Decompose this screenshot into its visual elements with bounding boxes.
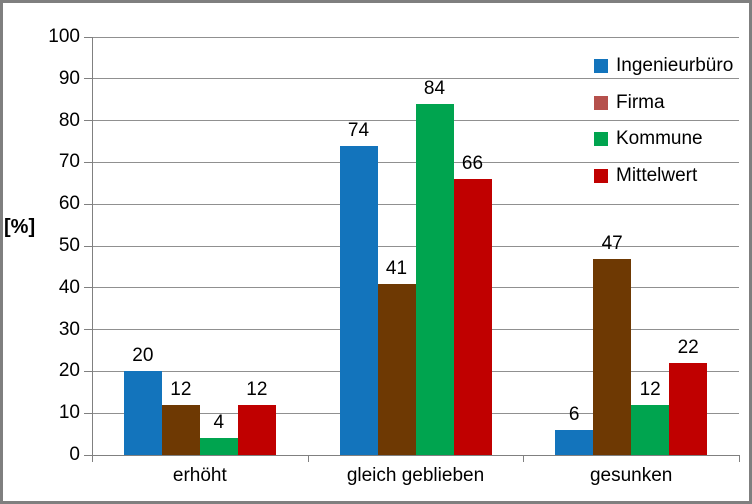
bar-value-label: 66 (461, 153, 484, 175)
bar-mittelwert-gesunken (669, 363, 708, 455)
bar-firma-gesunken (593, 258, 632, 455)
y-axis-tick (84, 245, 92, 247)
bar-value-label: 12 (639, 378, 661, 400)
bar-ingenieurbüro-erhöht (123, 371, 162, 455)
y-tick-label: 50 (58, 235, 80, 256)
y-axis-tick (84, 329, 92, 331)
y-axis-tick (84, 412, 92, 414)
legend-swatch-firma (594, 95, 608, 110)
y-tick-label: 80 (58, 109, 80, 131)
bar-mittelwert-erhöht (237, 404, 276, 455)
y-tick-label: 0 (69, 444, 80, 465)
bar-value-label: 22 (677, 337, 699, 359)
bar-value-label: 12 (170, 378, 192, 400)
x-axis-tick (92, 455, 93, 462)
bar-value-label: 47 (601, 232, 623, 254)
bar-kommune-erhöht (199, 438, 238, 455)
bar-kommune-gesunken (631, 404, 670, 455)
bar-value-label: 74 (347, 119, 370, 141)
y-tick-label: 20 (58, 360, 80, 382)
gridline (92, 78, 739, 80)
y-tick-label: 40 (58, 276, 80, 298)
bar-firma-erhöht (161, 404, 200, 455)
bar-mittelwert-gleich-geblieben (453, 179, 492, 455)
y-tick-label: 90 (58, 67, 80, 89)
x-axis-tick (739, 455, 740, 462)
y-axis-tick (84, 36, 92, 38)
legend-label-mittelwert: Mittelwert (616, 164, 698, 186)
bar-ingenieurbüro-gleich-geblieben (339, 145, 378, 455)
x-category-label: gesunken (589, 465, 673, 486)
bar-ingenieurbüro-gesunken (555, 429, 594, 455)
y-tick-label: 100 (48, 26, 80, 47)
y-axis-tick (84, 287, 92, 289)
x-axis-tick (307, 455, 309, 462)
bar-value-label: 41 (385, 257, 408, 279)
x-category-label: erhöht (172, 465, 227, 486)
y-tick-label: 70 (58, 151, 80, 173)
bar-firma-gleich-geblieben (377, 283, 416, 455)
legend-swatch-kommune (594, 132, 608, 146)
y-axis-title: [%] (4, 216, 36, 238)
y-axis-tick (84, 370, 92, 372)
legend-swatch-mittelwert (594, 168, 608, 183)
y-axis-line (92, 37, 93, 456)
bar-value-label: 84 (423, 77, 446, 99)
bar-value-label: 12 (246, 378, 268, 400)
x-category-label: gleich geblieben (346, 465, 485, 486)
gridline (92, 36, 739, 38)
bar-kommune-gleich-geblieben (415, 103, 454, 455)
legend-label-kommune: Kommune (616, 128, 703, 149)
x-axis-tick (523, 455, 525, 462)
y-tick-label: 30 (58, 318, 80, 340)
y-axis-tick (84, 120, 92, 122)
bar-value-label: 4 (213, 412, 225, 434)
y-axis-tick (84, 161, 92, 163)
bar-value-label: 20 (132, 345, 154, 367)
y-axis-tick (84, 203, 92, 205)
y-tick-label: 10 (58, 402, 80, 424)
legend-label-firma: Firma (616, 91, 665, 113)
y-tick-label: 60 (58, 193, 80, 215)
legend-swatch-ingenieurbüro (594, 59, 608, 73)
legend-label-ingenieurbüro: Ingenieurbüro (616, 55, 734, 76)
y-axis-tick (84, 454, 92, 456)
y-axis-tick (84, 78, 92, 80)
x-axis-line (92, 455, 740, 456)
bar-value-label: 6 (568, 403, 580, 425)
